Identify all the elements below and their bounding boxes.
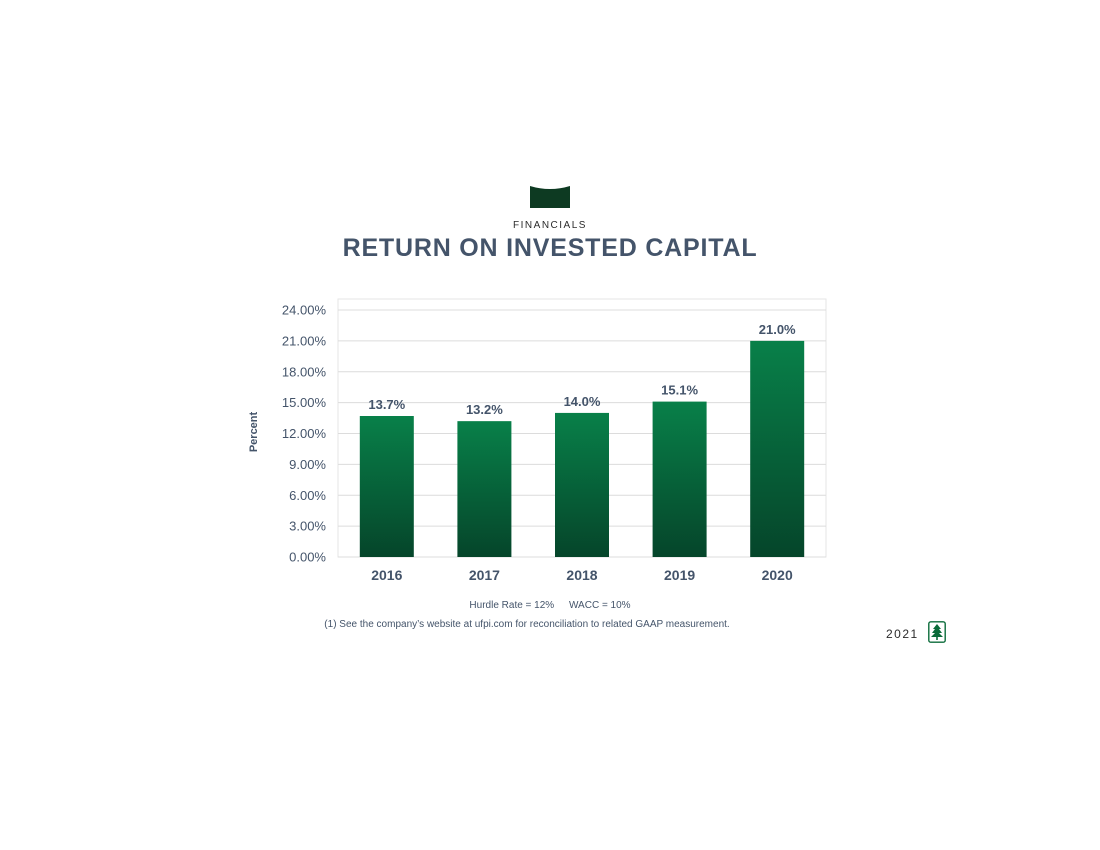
data-label-2019: 15.1% (661, 383, 698, 398)
bar-2018 (555, 412, 609, 557)
data-label-2020: 21.0% (759, 322, 796, 337)
y-tick-label: 18.00% (282, 364, 327, 379)
bar-2019 (652, 401, 707, 557)
y-tick-label: 21.00% (282, 333, 327, 348)
y-tick-label: 9.00% (289, 457, 326, 472)
wacc-note: WACC = 10% (568, 600, 631, 611)
page-title: RETURN ON INVESTED CAPITAL (342, 234, 758, 262)
y-tick-label: 24.00% (282, 303, 327, 318)
y-tick-label: 3.00% (289, 519, 326, 534)
x-category-label: 2016 (371, 567, 402, 583)
footer-year: 2021 (886, 627, 919, 641)
data-label-2017: 13.2% (466, 402, 503, 417)
y-tick-label: 0.00% (289, 550, 326, 565)
bar-2020 (750, 340, 805, 557)
header-banner-icon (530, 186, 570, 208)
y-axis-label: Percent (248, 411, 260, 452)
data-label-2018: 14.0% (564, 394, 601, 409)
tree-icon (928, 621, 946, 643)
rate-notes: Hurdle Rate = 12% WACC = 10% (0, 600, 1100, 611)
x-category-label: 2018 (566, 567, 597, 583)
x-category-label: 2020 (762, 567, 793, 583)
bar-2017 (457, 421, 512, 557)
hurdle-rate-note: Hurdle Rate = 12% (469, 600, 555, 611)
data-label-2016: 13.7% (368, 397, 405, 412)
y-tick-label: 6.00% (289, 488, 326, 503)
x-category-label: 2017 (469, 567, 500, 583)
y-tick-label: 15.00% (282, 395, 327, 410)
footnote: (1) See the company’s website at ufpi.co… (324, 619, 730, 630)
y-tick-label: 12.00% (282, 426, 327, 441)
bar-2016 (359, 416, 414, 557)
x-category-label: 2019 (664, 567, 695, 583)
roic-bar-chart: 0.00% 3.00% 6.00% 9.00% 12.00% 15.00% 18.00% 21… (248, 298, 827, 583)
section-label: FINANCIALS (513, 220, 587, 231)
